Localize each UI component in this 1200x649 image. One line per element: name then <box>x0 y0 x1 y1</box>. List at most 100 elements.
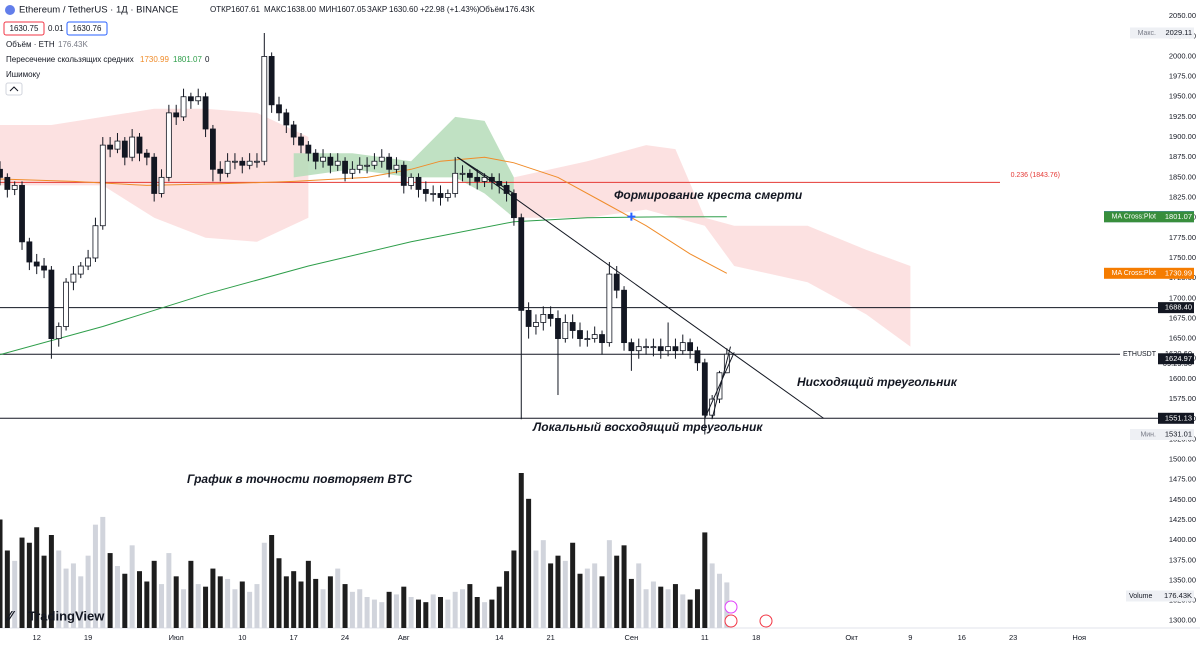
candle-body <box>599 334 605 344</box>
candle-body <box>371 160 378 166</box>
ohlc-value: 1638.00 <box>287 5 316 14</box>
event-icon[interactable] <box>724 600 738 614</box>
volume-bar <box>92 524 98 628</box>
candle-body <box>400 164 407 186</box>
y-tick-label: 1475.00 <box>1169 475 1196 484</box>
ask: 1630.76 <box>73 24 102 33</box>
y-tick-label: 1575.00 <box>1169 394 1196 403</box>
badge-value: 1624.97 <box>1165 354 1192 363</box>
candle-body <box>92 225 99 259</box>
volume-bar <box>0 519 3 628</box>
candle-body <box>4 176 11 190</box>
candle-body <box>70 273 77 283</box>
volume-bar <box>702 532 708 628</box>
bid-box[interactable] <box>3 21 45 36</box>
badge-value-box <box>1158 429 1194 441</box>
candle-body <box>121 140 128 158</box>
candle-body <box>459 172 466 175</box>
volume-bar <box>621 545 627 628</box>
indicator-name[interactable]: Пересечение скользящих средних <box>6 55 134 64</box>
candle-body <box>261 56 268 162</box>
candle-body <box>430 193 437 195</box>
candle-body <box>41 265 47 271</box>
volume-bar <box>166 553 172 628</box>
y-tick-label: 1900.00 <box>1169 132 1196 141</box>
x-tick-label: 11 <box>701 633 709 642</box>
y-tick-label: 1875.00 <box>1169 152 1196 161</box>
y-tick-label: 1675.00 <box>1169 313 1196 322</box>
candle-body <box>547 314 554 319</box>
x-tick-label: 16 <box>958 633 966 642</box>
volume-bar <box>504 571 510 628</box>
volume-bar <box>665 589 671 628</box>
trendline <box>704 352 735 419</box>
volume-bar <box>636 563 642 628</box>
spread: 0.01 <box>48 24 64 33</box>
candle-body <box>283 112 290 126</box>
symbol-title[interactable]: Ethereum / TetherUS · 1Д · BINANCE <box>19 5 178 16</box>
volume-bar <box>658 586 664 628</box>
candle-body <box>276 104 282 114</box>
candle-body <box>386 156 393 170</box>
volume-bar <box>203 586 209 628</box>
y-tick-label: 1425.00 <box>1169 515 1196 524</box>
y-tick-label: 1500.00 <box>1169 454 1196 463</box>
badge-value: 1551.13 <box>1165 413 1192 422</box>
price-badge: 1531.01 Мин. <box>1130 429 1194 441</box>
ohlc-value: 1607.61 <box>231 5 260 14</box>
volume-bar <box>687 599 693 628</box>
candle-body <box>158 176 165 194</box>
volume-bar <box>210 568 216 628</box>
candle-body <box>665 346 672 352</box>
volume-bar <box>562 560 568 628</box>
badge-name: MA Cross:Plot <box>1112 270 1156 277</box>
candle-body <box>85 257 92 267</box>
candle-body <box>246 160 253 166</box>
ask-box[interactable] <box>66 21 108 36</box>
volume-bar <box>239 581 245 628</box>
candle-body <box>364 164 370 167</box>
overlay-layer: Формирование креста смерти Нисходящий тр… <box>3 5 958 628</box>
event-icon[interactable] <box>759 614 773 628</box>
volume-bar <box>570 542 576 628</box>
indicator-name[interactable]: Ишимоку <box>6 70 40 79</box>
volume-label: Объём <box>479 5 505 14</box>
bid: 1630.75 <box>10 24 39 33</box>
candle-body <box>356 164 363 170</box>
price-badge: 1801.07 MA Cross:Plot <box>1104 211 1194 223</box>
volume-bar <box>489 599 495 628</box>
candle-body <box>99 144 106 227</box>
volume-bar <box>592 563 598 628</box>
collapse-button[interactable] <box>5 82 23 96</box>
indicator-name[interactable]: Объём · ETH <box>6 40 55 49</box>
trendline <box>457 156 517 196</box>
x-tick-label: 19 <box>84 633 92 642</box>
volume-bar <box>386 591 392 628</box>
candle-body <box>290 124 297 138</box>
candle-body <box>48 269 55 339</box>
event-icon[interactable] <box>724 614 738 628</box>
volume-bar <box>276 558 282 628</box>
annotation: График в точности повторяет BTC <box>187 472 413 486</box>
volume-bar <box>349 591 355 628</box>
candle-body <box>635 346 642 352</box>
candle-body <box>165 112 172 178</box>
volume-bar <box>606 540 612 628</box>
candle-body <box>518 217 525 311</box>
volume-bar <box>445 599 451 628</box>
candle-body <box>393 164 400 170</box>
volume-bar <box>173 576 179 628</box>
y-tick-label: 1650.00 <box>1169 334 1196 343</box>
volume-bar <box>614 555 620 628</box>
volume-bar <box>452 591 458 628</box>
x-tick-label: Авг <box>398 633 410 642</box>
candle-body <box>452 172 459 194</box>
volume-bar <box>548 563 554 628</box>
candle-body <box>672 346 679 352</box>
candle-body <box>298 136 304 146</box>
x-tick-label: Сен <box>625 633 639 642</box>
candle-body <box>210 128 216 170</box>
volume-bar <box>85 555 91 628</box>
volume-badge-box <box>1126 590 1194 602</box>
badge-value-box <box>1158 211 1194 223</box>
